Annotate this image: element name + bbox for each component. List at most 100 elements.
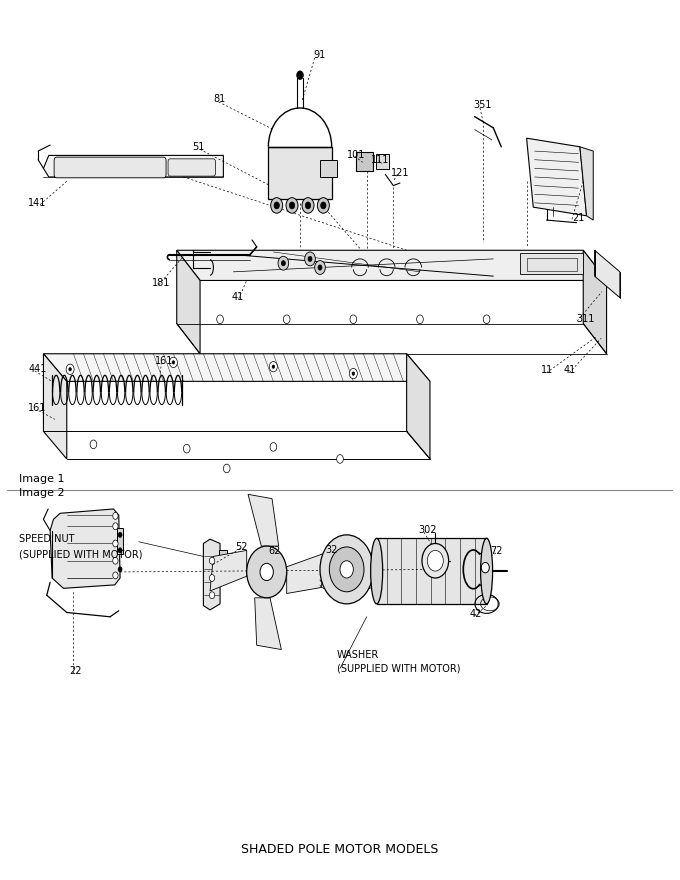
Polygon shape [580,147,593,220]
Text: (SUPPLIED WITH MOTOR): (SUPPLIED WITH MOTOR) [19,550,142,560]
Circle shape [247,546,287,598]
Polygon shape [407,354,430,459]
Polygon shape [583,250,607,354]
Ellipse shape [371,539,383,604]
Circle shape [113,540,118,547]
Circle shape [113,523,118,530]
Text: 11: 11 [541,365,554,375]
Circle shape [417,315,424,324]
Circle shape [274,202,279,209]
Circle shape [315,260,325,275]
Text: 32: 32 [325,546,338,555]
Circle shape [290,202,294,209]
Text: 51: 51 [192,142,205,151]
Polygon shape [177,250,607,281]
Circle shape [217,315,224,324]
Circle shape [305,202,311,209]
Circle shape [282,260,286,266]
Circle shape [286,198,298,213]
Text: 41: 41 [564,365,576,375]
Circle shape [422,544,449,578]
Text: 42: 42 [469,609,481,620]
Circle shape [318,198,329,213]
Text: 161: 161 [28,403,46,413]
Polygon shape [268,147,332,199]
Circle shape [352,372,355,375]
Text: 41: 41 [232,292,244,302]
Circle shape [284,315,290,324]
FancyBboxPatch shape [168,159,216,176]
Circle shape [350,315,357,324]
Circle shape [113,512,118,519]
Circle shape [296,71,303,79]
Polygon shape [594,250,620,297]
Bar [320,160,337,177]
Text: WASHER: WASHER [337,649,379,660]
Circle shape [113,572,118,579]
Bar [117,528,124,554]
Text: 101: 101 [347,150,365,160]
Circle shape [308,256,312,261]
Text: 62: 62 [268,546,280,556]
Text: 72: 72 [490,546,503,556]
Circle shape [172,361,175,364]
Polygon shape [248,495,279,546]
Circle shape [224,464,230,473]
Circle shape [260,563,273,581]
Text: SHADED POLE MOTOR MODELS: SHADED POLE MOTOR MODELS [241,843,439,856]
Text: SPEED NUT: SPEED NUT [19,534,74,544]
Bar [526,258,577,271]
Text: 141: 141 [28,198,46,208]
Polygon shape [44,354,430,381]
Text: 441: 441 [28,364,46,374]
Polygon shape [255,598,282,649]
Circle shape [278,256,289,270]
Circle shape [184,444,190,453]
Circle shape [118,547,122,553]
Bar [376,154,390,169]
Circle shape [318,265,322,270]
Polygon shape [50,509,120,589]
Polygon shape [210,550,247,591]
Circle shape [340,561,354,578]
Circle shape [272,365,275,369]
Polygon shape [177,250,200,354]
Polygon shape [377,539,487,604]
Circle shape [69,368,71,371]
Circle shape [302,198,314,213]
Circle shape [269,362,277,372]
Text: 111: 111 [371,155,389,165]
Circle shape [209,575,215,582]
Text: 351: 351 [473,100,492,110]
Bar [356,152,373,171]
Polygon shape [203,539,220,610]
Circle shape [329,547,364,591]
Circle shape [337,455,343,463]
Text: 91: 91 [313,50,326,61]
Circle shape [118,532,122,538]
Circle shape [270,443,277,451]
Text: 121: 121 [390,168,409,178]
Bar [520,253,583,275]
Circle shape [209,591,215,598]
Text: (SUPPLIED WITH MOTOR): (SUPPLIED WITH MOTOR) [337,664,460,673]
Circle shape [90,440,97,449]
Text: 81: 81 [214,94,226,105]
Circle shape [209,557,215,564]
Circle shape [66,364,74,375]
Circle shape [305,252,316,266]
Text: 21: 21 [572,212,584,223]
Polygon shape [287,553,325,593]
Circle shape [481,562,490,573]
Bar [356,152,373,171]
Ellipse shape [481,539,492,604]
Text: 52: 52 [235,542,248,552]
Circle shape [350,369,357,378]
FancyBboxPatch shape [54,158,166,178]
Circle shape [320,535,373,604]
Polygon shape [44,354,67,459]
Text: 311: 311 [576,314,594,324]
Circle shape [321,202,326,209]
Bar [219,549,226,565]
Text: Image 1: Image 1 [19,473,65,484]
